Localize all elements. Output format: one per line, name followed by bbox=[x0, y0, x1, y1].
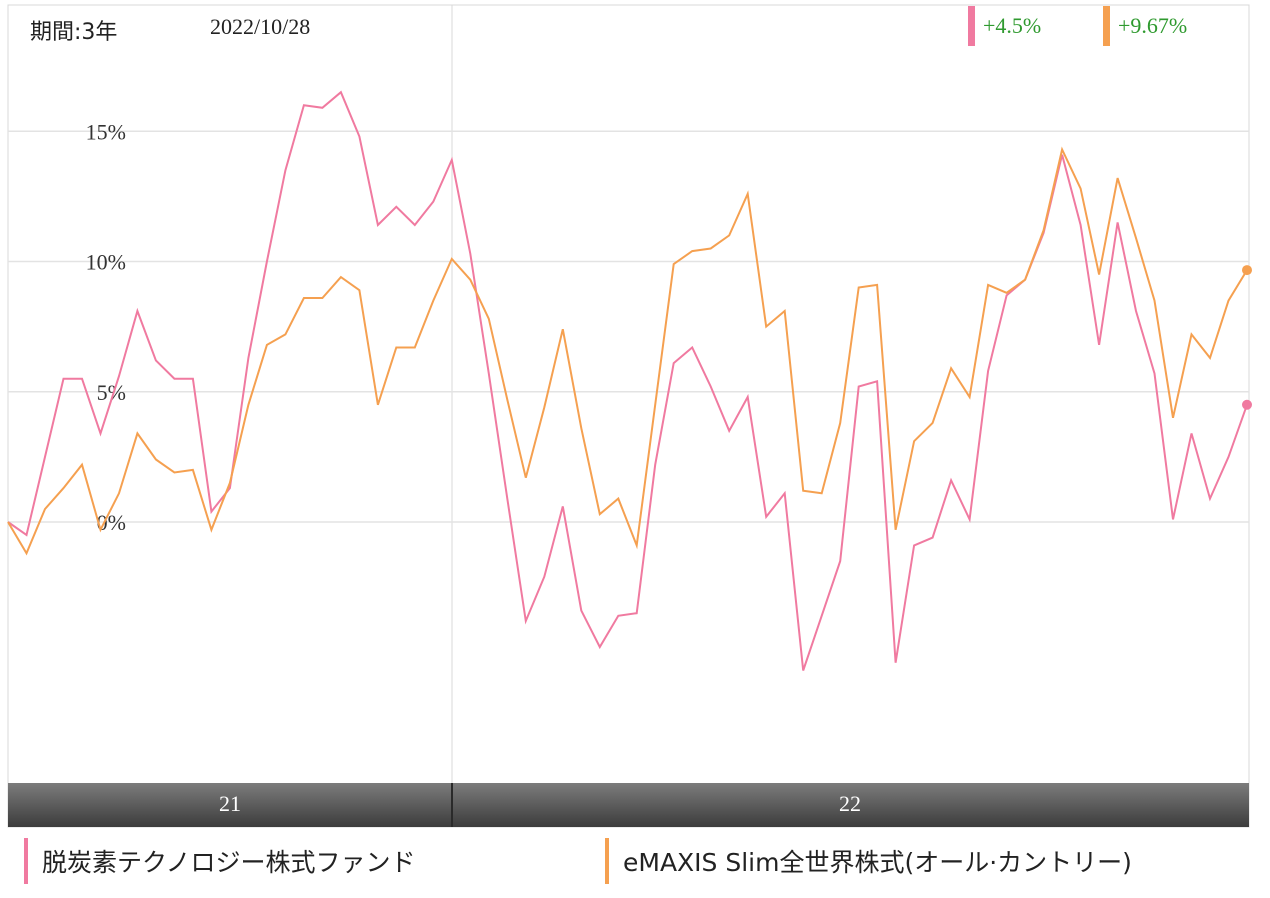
series-line-fund bbox=[7, 90, 1248, 671]
x-period-label: 22 bbox=[839, 791, 861, 816]
legend-top-swatch-emaxis bbox=[1103, 6, 1110, 46]
legend-top-value-fund: +4.5% bbox=[983, 13, 1042, 38]
y-tick-label: 0% bbox=[97, 510, 126, 535]
y-tick-label: 10% bbox=[86, 250, 126, 275]
bottom-legend-item-fund: 脱炭素テクノロジー株式ファンド bbox=[24, 838, 416, 884]
bottom-legend-swatch-emaxis bbox=[605, 838, 609, 884]
date-label: 2022/10/28 bbox=[210, 14, 311, 39]
chart: 15% 10% 5% 0% 21 22 期間:3年 2022/10/28 +4.5% +… bbox=[7, 4, 1252, 828]
bottom-legend-item-emaxis: eMAXIS Slim全世界株式(オール·カントリー) bbox=[605, 838, 1132, 884]
bottom-legend-name-emaxis: eMAXIS Slim全世界株式(オール·カントリー) bbox=[623, 848, 1132, 877]
series-line-emaxis bbox=[7, 146, 1248, 556]
period-label: 期間:3年 bbox=[30, 20, 118, 45]
y-tick-label: 15% bbox=[86, 119, 126, 144]
bottom-legend-name-fund: 脱炭素テクノロジー株式ファンド bbox=[42, 848, 416, 877]
series-end-marker-emaxis bbox=[1242, 265, 1252, 276]
plot-border bbox=[7, 4, 1250, 828]
legend-top-item-emaxis: +9.67% bbox=[1103, 6, 1187, 46]
x-axis-band bbox=[8, 783, 1249, 827]
series-end-marker-fund bbox=[1242, 399, 1252, 410]
legend-top-value-emaxis: +9.67% bbox=[1118, 13, 1188, 38]
chart-svg: 15%10%5%0% 21 22 bbox=[7, 4, 1252, 828]
legend-top-item-fund: +4.5% bbox=[968, 6, 1041, 46]
bottom-legend-swatch-fund bbox=[24, 838, 28, 884]
x-period-label: 21 bbox=[219, 791, 241, 816]
legend-top-swatch-fund bbox=[968, 6, 975, 46]
